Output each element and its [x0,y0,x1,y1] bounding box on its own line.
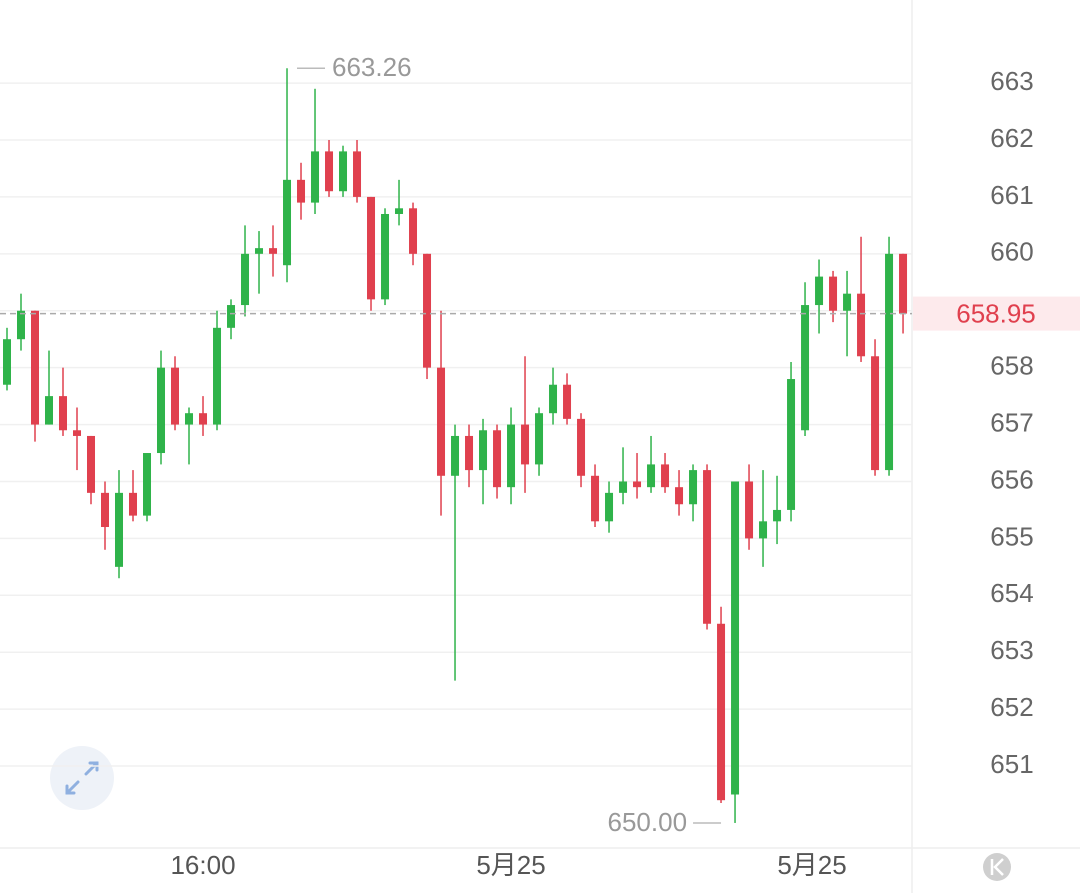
y-tick-label: 657 [990,407,1033,437]
candle-body [815,276,824,306]
candle-body [255,248,264,254]
candle-body [87,435,96,493]
candle-body [899,253,908,314]
candle-body [227,305,236,328]
current-price-box [913,296,1080,331]
candle-body [689,470,698,505]
candle-body [297,179,306,203]
candle-body [157,367,166,454]
candle-body [619,481,628,493]
candle-body [353,151,362,197]
candle-body [745,481,754,539]
candle-body [829,276,838,311]
y-tick-label: 655 [990,521,1033,551]
candle-body [717,623,726,801]
candle-body [185,413,194,425]
candle-body [773,509,782,522]
y-tick-label: 663 [990,66,1033,96]
candle-body [395,208,404,214]
candle-body [647,464,656,488]
candle-body [549,384,558,414]
candle-body [563,384,572,419]
x-tick-label: 16:00 [170,850,235,880]
candle-body [115,492,124,567]
candle-body [143,453,152,516]
y-tick-label: 658 [990,351,1033,381]
candle-body [367,196,376,300]
candle-body [871,356,880,471]
candle-body [731,481,740,795]
candle-body [199,413,208,425]
expand-circle[interactable] [50,746,114,810]
y-tick-label: 652 [990,692,1033,722]
candle-body [507,424,516,488]
annotation-label: 650.00 [608,807,688,837]
candle-body [759,521,768,539]
candle-body [31,310,40,425]
candle-body [493,430,502,488]
candle-body [45,396,54,425]
candle-body [339,151,348,192]
current-price-label: 658.95 [956,298,1036,328]
candle-body [521,424,530,465]
expand-button[interactable] [50,746,114,810]
candle-body [801,305,810,431]
candle-body [465,435,474,471]
expand-icon[interactable] [65,761,99,795]
candle-body [213,327,222,425]
candle-body [381,213,390,300]
k-icon[interactable] [990,858,1004,876]
candle-body [535,413,544,465]
candle-body [73,430,82,436]
candle-body [409,208,418,254]
candle-body [101,492,110,528]
k-button[interactable] [983,853,1011,881]
candle-body [885,253,894,471]
candle-body [241,253,250,306]
candle-body [577,418,586,476]
candle-body [857,293,866,357]
y-tick-label: 651 [990,749,1033,779]
candle-body [675,487,684,505]
candle-body [703,470,712,624]
candle-body [437,367,446,476]
candle-body [269,248,278,254]
candle-body [661,464,670,488]
candle-body [423,253,432,368]
y-tick-label: 656 [990,464,1033,494]
candle-body [3,339,12,385]
candle-body [787,379,796,510]
k-circle[interactable] [983,853,1011,881]
y-tick-label: 661 [990,180,1033,210]
y-tick-label: 653 [990,635,1033,665]
y-tick-label: 662 [990,123,1033,153]
candle-body [17,310,26,340]
candle-body [843,293,852,311]
candle-body [129,492,138,516]
candle-body [591,475,600,522]
candle-body [451,435,460,476]
candle-body [311,151,320,203]
candle-body [171,367,180,425]
candle-body [479,430,488,471]
candle-body [605,492,614,522]
y-tick-label: 660 [990,237,1033,267]
x-tick-label: 5月25 [476,850,545,880]
annotation-label: 663.26 [332,52,412,82]
y-tick-label: 654 [990,578,1033,608]
candle-body [283,179,292,266]
candle-body [633,481,642,488]
candle-body [325,151,334,192]
x-tick-label: 5月25 [777,850,846,880]
candle-body [59,396,68,431]
